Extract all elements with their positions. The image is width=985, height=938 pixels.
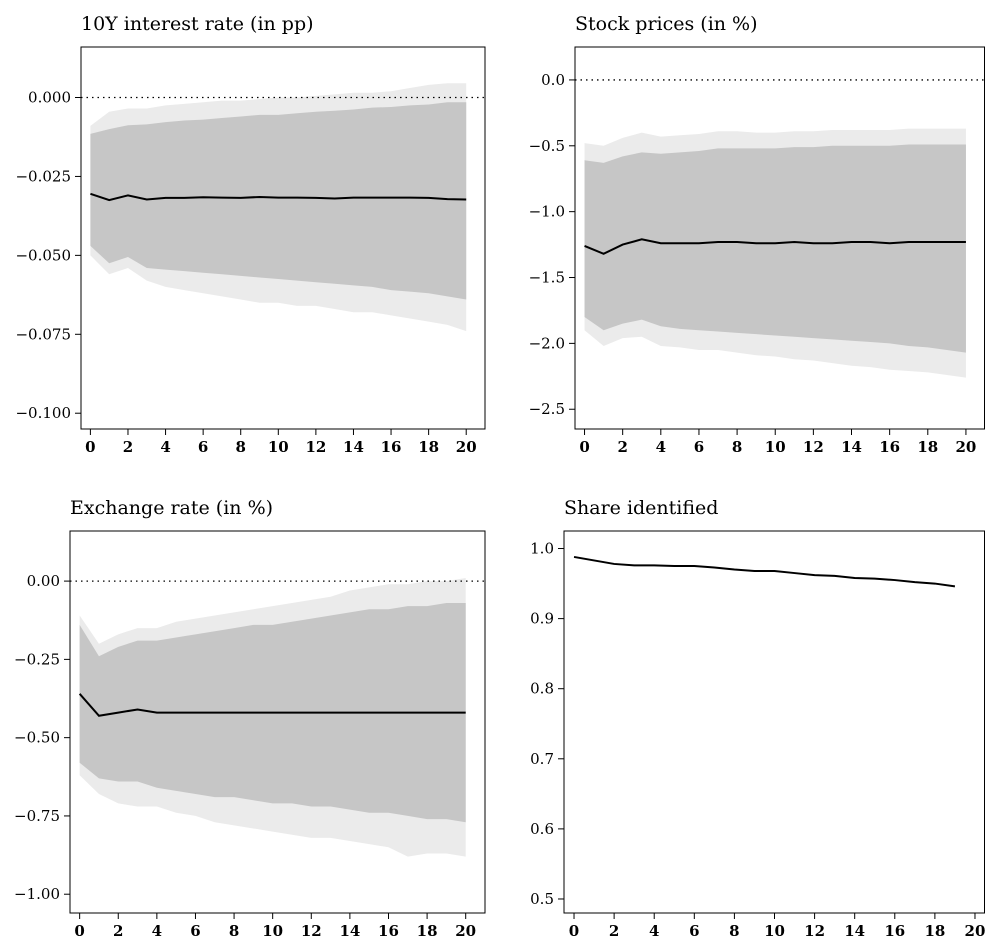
y-tick-label: −0.050	[15, 246, 71, 264]
panel-title: Stock prices (in %)	[575, 13, 758, 35]
x-tick-label: 10	[765, 438, 786, 456]
y-tick-label: 0.00	[27, 572, 60, 590]
y-tick-label: 0.5	[530, 890, 554, 908]
inner-credible-band	[90, 102, 467, 300]
x-tick-label: 14	[844, 922, 865, 938]
y-tick-label: −2.0	[529, 334, 565, 352]
panel-title: 10Y interest rate (in pp)	[81, 13, 314, 35]
x-tick-label: 16	[884, 922, 905, 938]
y-tick-label: −0.5	[529, 137, 565, 155]
panel-4: Share identified 1.0 0.9 0.8 0.7 0.6 0.5 0 2 4 6 8 1…	[530, 497, 985, 938]
x-tick-label: 12	[803, 438, 824, 456]
x-tick-label: 0	[579, 438, 589, 456]
inner-credible-band	[584, 144, 966, 353]
panel-3: Exchange rate (in %) 0.00 −0.25 −0.50 −0.75 −…	[14, 497, 486, 938]
y-tick-label: −0.25	[14, 650, 60, 668]
x-tick-label: 8	[229, 922, 239, 938]
plot-area	[70, 577, 485, 857]
y-tick-label: 0.000	[28, 89, 71, 107]
x-tick-label: 4	[656, 438, 666, 456]
x-tick-label: 20	[965, 922, 985, 938]
x-tick-label: 14	[841, 438, 862, 456]
x-tick-label: 10	[764, 922, 785, 938]
plot-area	[575, 79, 984, 378]
x-tick-label: 12	[804, 922, 825, 938]
x-tick-label: 2	[123, 438, 133, 456]
x-tick-label: 4	[160, 438, 170, 456]
plot-area	[573, 555, 956, 588]
axes-frame	[80, 46, 486, 430]
x-tick-label: 2	[617, 438, 627, 456]
median-response-line	[90, 192, 467, 202]
y-tick-label: 0.0	[541, 71, 565, 89]
y-tick-label: −1.00	[14, 885, 60, 903]
median-response-line	[78, 693, 466, 717]
x-tick-label: 0	[569, 922, 579, 938]
x-tick-label: 16	[879, 438, 900, 456]
y-tick-label: −0.100	[15, 404, 71, 422]
x-tick-label: 20	[456, 438, 477, 456]
y-tick-label: −2.5	[529, 400, 565, 418]
panel-title: Exchange rate (in %)	[70, 497, 273, 519]
x-tick-label: 10	[262, 922, 283, 938]
median-response-line	[584, 238, 966, 255]
x-tick-label: 8	[729, 922, 739, 938]
x-tick-label: 20	[955, 438, 976, 456]
y-tick-label: 0.6	[530, 820, 554, 838]
panel-2: Stock prices (in %) 0.0 −0.5 −1.0 −1.5 −2.0 −2…	[529, 13, 985, 456]
median-response-line	[573, 555, 956, 588]
y-tick-label: 0.7	[530, 750, 554, 768]
y-tick-label: −0.025	[15, 167, 71, 185]
plot-area	[81, 83, 485, 332]
x-tick-label: 4	[152, 922, 162, 938]
y-tick-label: −0.75	[14, 807, 60, 825]
panel-title: Share identified	[564, 497, 718, 519]
x-tick-label: 6	[694, 438, 704, 456]
x-tick-label: 16	[381, 438, 402, 456]
x-tick-label: 20	[455, 922, 476, 938]
x-tick-label: 12	[305, 438, 326, 456]
panel-1: 10Y interest rate (in pp) 0.000 −0.025 −0.0…	[15, 13, 486, 456]
x-tick-label: 14	[343, 438, 364, 456]
y-tick-label: 0.8	[530, 680, 554, 698]
x-tick-label: 0	[74, 922, 84, 938]
x-tick-label: 8	[732, 438, 742, 456]
x-tick-label: 6	[689, 922, 699, 938]
x-tick-label: 8	[236, 438, 246, 456]
x-tick-label: 0	[85, 438, 95, 456]
x-tick-label: 2	[113, 922, 123, 938]
y-tick-label: 1.0	[530, 540, 554, 558]
y-tick-label: −1.5	[529, 269, 565, 287]
x-tick-label: 18	[917, 438, 938, 456]
x-tick-label: 18	[924, 922, 945, 938]
x-tick-label: 10	[268, 438, 289, 456]
x-tick-label: 4	[649, 922, 659, 938]
x-tick-label: 6	[190, 922, 200, 938]
y-tick-label: 0.9	[530, 610, 554, 628]
y-tick-label: −0.075	[15, 325, 71, 343]
x-tick-label: 18	[417, 922, 438, 938]
axes-frame	[69, 530, 486, 914]
x-tick-label: 6	[198, 438, 208, 456]
y-tick-label: −0.50	[14, 729, 60, 747]
x-tick-label: 18	[418, 438, 439, 456]
x-tick-label: 16	[378, 922, 399, 938]
x-tick-label: 14	[339, 922, 360, 938]
y-tick-label: −1.0	[529, 203, 565, 221]
x-tick-label: 12	[301, 922, 322, 938]
x-tick-label: 2	[609, 922, 619, 938]
